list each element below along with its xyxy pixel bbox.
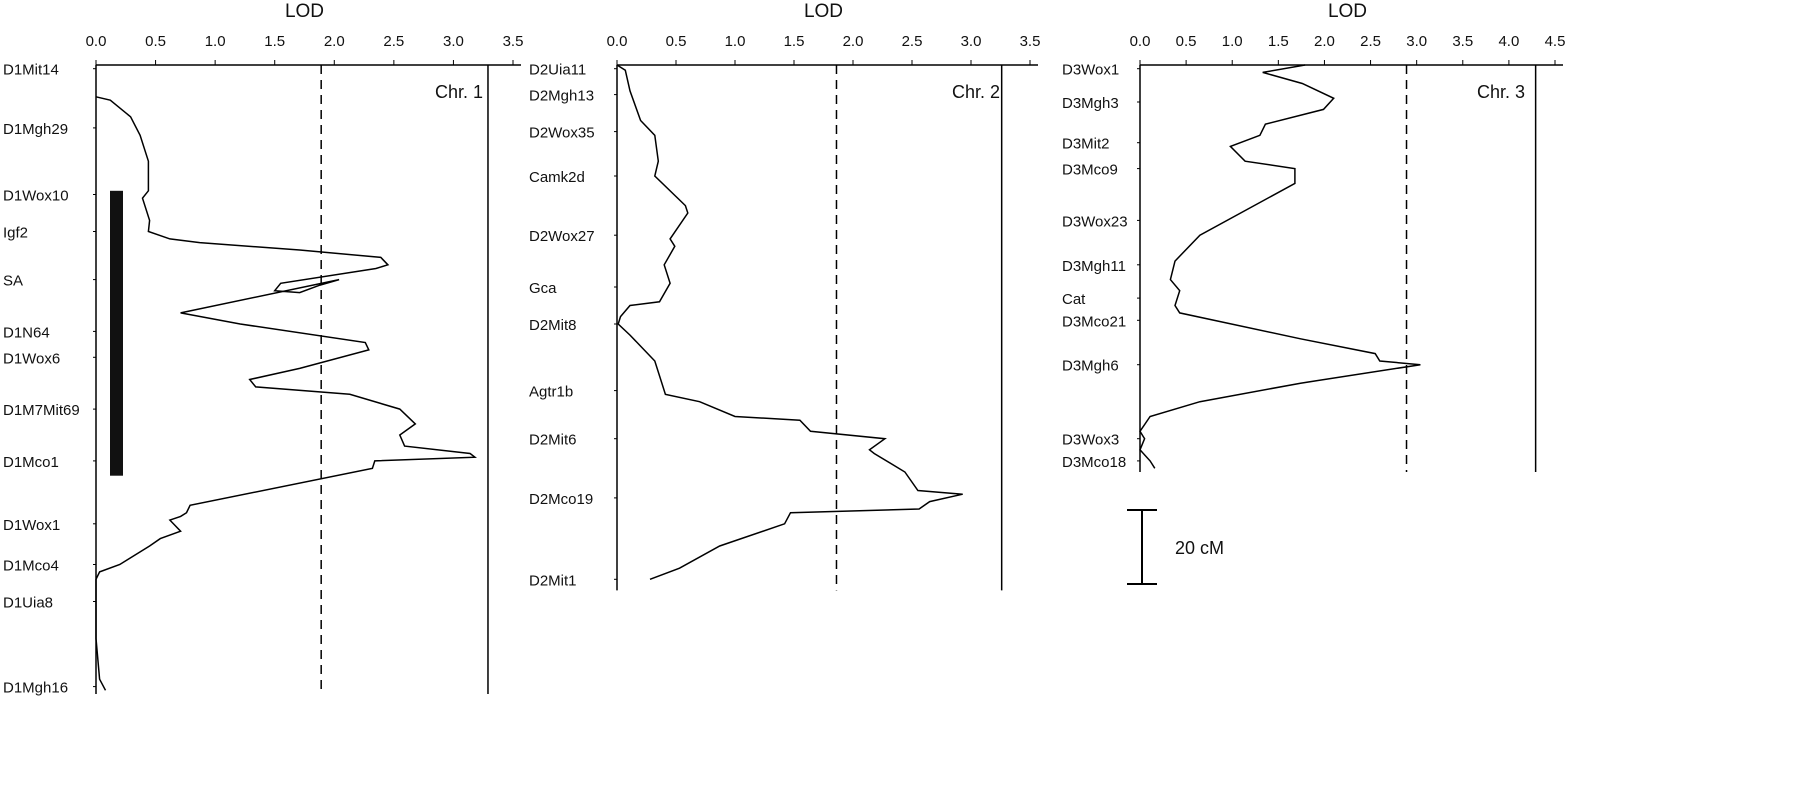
x-tick-label: 0.5 bbox=[666, 33, 687, 50]
marker-label: D2Wox27 bbox=[529, 228, 595, 245]
marker-label: D2Wox35 bbox=[529, 125, 595, 142]
marker-label: D3Wox1 bbox=[1062, 62, 1119, 79]
marker-label: Agtr1b bbox=[529, 384, 573, 401]
marker-label: D3Mgh6 bbox=[1062, 358, 1119, 375]
scale-bar-label: 20 cM bbox=[1175, 538, 1224, 558]
marker-label: D3Mco9 bbox=[1062, 162, 1118, 179]
x-tick-label: 4.5 bbox=[1545, 33, 1566, 50]
x-tick-label: 2.5 bbox=[1360, 33, 1381, 50]
marker-label: D1Uia8 bbox=[3, 594, 53, 611]
marker-label: D3Mgh3 bbox=[1062, 95, 1119, 112]
x-tick-label: 3.5 bbox=[503, 33, 524, 50]
x-tick-label: 2.5 bbox=[383, 33, 404, 50]
marker-label: Igf2 bbox=[3, 224, 28, 241]
marker-label: D2Mco19 bbox=[529, 491, 593, 508]
x-tick-label: 1.5 bbox=[784, 33, 805, 50]
marker-label: D1Mgh16 bbox=[3, 680, 68, 697]
panel-label: Chr. 2 bbox=[952, 82, 1000, 102]
x-tick-label: 1.0 bbox=[1222, 33, 1243, 50]
marker-label: D3Mco18 bbox=[1062, 454, 1126, 471]
marker-label: D3Mit2 bbox=[1062, 136, 1110, 153]
x-tick-label: 1.0 bbox=[205, 33, 226, 50]
marker-label: D1N64 bbox=[3, 324, 50, 341]
marker-label: D2Mit1 bbox=[529, 572, 577, 589]
x-tick-label: 2.5 bbox=[902, 33, 923, 50]
x-tick-label: 3.5 bbox=[1452, 33, 1473, 50]
panel-label: Chr. 1 bbox=[435, 82, 483, 102]
lod-curve bbox=[1139, 64, 1421, 469]
axis-label: LOD bbox=[285, 1, 324, 22]
marker-label: D3Mco21 bbox=[1062, 313, 1126, 330]
marker-label: D2Mit6 bbox=[529, 432, 577, 449]
x-tick-label: 1.5 bbox=[264, 33, 285, 50]
axis-label: LOD bbox=[804, 1, 843, 22]
marker-label: Cat bbox=[1062, 291, 1086, 308]
marker-label: SA bbox=[3, 273, 23, 290]
marker-label: D3Wox3 bbox=[1062, 432, 1119, 449]
x-tick-label: 2.0 bbox=[324, 33, 345, 50]
marker-label: D3Wox23 bbox=[1062, 213, 1128, 230]
marker-label: D3Mgh11 bbox=[1062, 258, 1126, 275]
panel-label: Chr. 3 bbox=[1477, 82, 1525, 102]
marker-label: D1Wox6 bbox=[3, 350, 60, 367]
axis-label: LOD bbox=[1328, 1, 1367, 22]
x-tick-label: 3.0 bbox=[961, 33, 982, 50]
marker-label: D1Mgh29 bbox=[3, 121, 68, 138]
marker-label: D1Mit14 bbox=[3, 62, 59, 79]
marker-label: D1Mco4 bbox=[3, 557, 59, 574]
x-tick-label: 3.0 bbox=[1406, 33, 1427, 50]
marker-label: Camk2d bbox=[529, 169, 585, 186]
x-tick-label: 0.0 bbox=[1130, 33, 1151, 50]
marker-label: D1Wox1 bbox=[3, 517, 60, 534]
x-tick-label: 4.0 bbox=[1498, 33, 1519, 50]
x-tick-label: 2.0 bbox=[1314, 33, 1335, 50]
x-tick-label: 3.0 bbox=[443, 33, 464, 50]
marker-label: D1M7Mit69 bbox=[3, 402, 80, 419]
marker-label: D1Wox10 bbox=[3, 187, 69, 204]
x-tick-label: 1.0 bbox=[725, 33, 746, 50]
x-tick-label: 0.0 bbox=[607, 33, 628, 50]
x-tick-label: 0.5 bbox=[1176, 33, 1197, 50]
lod-curve bbox=[95, 96, 478, 691]
x-tick-label: 3.5 bbox=[1020, 33, 1041, 50]
x-tick-label: 1.5 bbox=[1268, 33, 1289, 50]
x-tick-label: 0.0 bbox=[86, 33, 107, 50]
marker-label: D1Mco1 bbox=[3, 454, 59, 471]
lod-curve bbox=[616, 64, 963, 581]
marker-label: Gca bbox=[529, 280, 557, 297]
marker-label: D2Uia11 bbox=[529, 62, 586, 79]
interval-bar bbox=[110, 190, 123, 476]
x-tick-label: 2.0 bbox=[843, 33, 864, 50]
x-tick-label: 0.5 bbox=[145, 33, 166, 50]
marker-label: D2Mgh13 bbox=[529, 88, 594, 105]
marker-label: D2Mit8 bbox=[529, 317, 577, 334]
